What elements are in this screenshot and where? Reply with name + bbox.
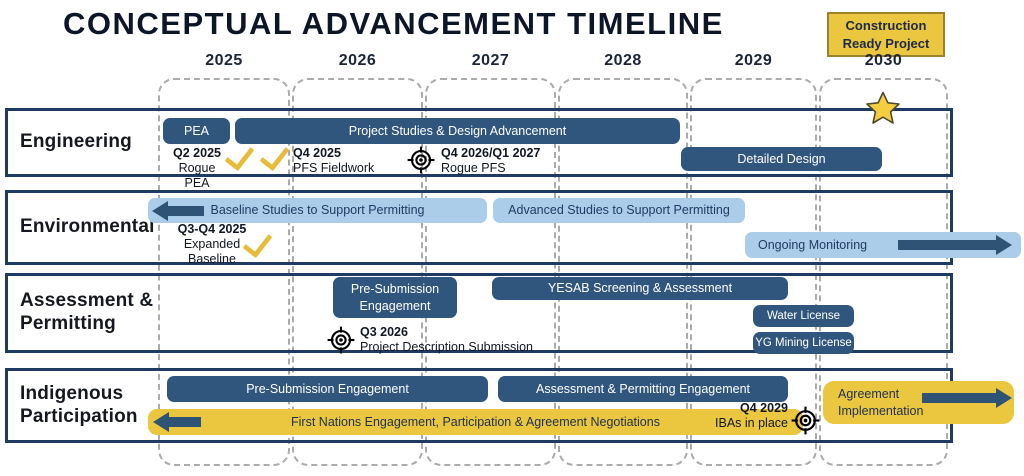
milestone-expanded-baseline: Q3-Q4 2025 Expanded Baseline bbox=[176, 222, 248, 267]
construction-ready-label: Construction Ready Project bbox=[842, 18, 930, 51]
bar-pea: PEA bbox=[163, 118, 230, 144]
bar-yg-mining-license: YG Mining License bbox=[753, 332, 854, 354]
year-column-2028 bbox=[558, 78, 688, 466]
target-icon bbox=[327, 326, 355, 354]
year-column-2029 bbox=[690, 78, 817, 466]
bar-first-nations-engagement: First Nations Engagement, Participation … bbox=[148, 409, 803, 435]
bar-yesab-screening-assessment: YESAB Screening & Assessment bbox=[492, 277, 788, 300]
row-label-assessment-permitting: Assessment & Permitting bbox=[20, 290, 154, 334]
milestone-desc: PFS Fieldwork bbox=[293, 161, 375, 175]
row-indigenous-participation: Indigenous Participation bbox=[5, 368, 953, 443]
bar-assessment-permitting-engagement: Assessment & Permitting Engagement bbox=[498, 376, 788, 402]
milestone-desc: Project Description Submission bbox=[360, 340, 533, 354]
bar-pre-submission-engagement: Pre-Submission Engagement bbox=[333, 277, 457, 318]
milestone-project-description-submission: Q3 2026 Project Description Submission bbox=[360, 325, 533, 355]
milestone-desc: Rogue PEA bbox=[178, 161, 216, 190]
arrow-right-icon bbox=[922, 388, 1012, 408]
page-title: CONCEPTUAL ADVANCEMENT TIMELINE bbox=[63, 6, 724, 41]
bar-water-license: Water License bbox=[753, 305, 854, 327]
year-label: 2027 bbox=[471, 52, 510, 69]
bar-project-studies-design-advancement: Project Studies & Design Advancement bbox=[235, 118, 680, 144]
bar-advanced-studies: Advanced Studies to Support Permitting bbox=[493, 198, 745, 223]
row-label-environmental: Environmental bbox=[20, 216, 155, 238]
bar-detailed-design: Detailed Design bbox=[681, 147, 882, 171]
year-label: 2025 bbox=[205, 52, 243, 69]
year-label: 2029 bbox=[734, 52, 773, 69]
arrow-left-icon bbox=[153, 412, 201, 432]
milestone-rogue-pea: Q2 2025 Rogue PEA bbox=[166, 146, 228, 191]
milestone-desc: Expanded Baseline bbox=[183, 237, 241, 266]
milestone-date: Q3 2026 bbox=[360, 325, 408, 339]
year-label: 2026 bbox=[338, 52, 377, 69]
construction-ready-badge: Construction Ready Project bbox=[827, 12, 945, 58]
milestone-date: Q4 2025 bbox=[293, 146, 341, 160]
bar-baseline-studies: Baseline Studies to Support Permitting bbox=[148, 198, 487, 223]
bar-label: Agreement Implementation bbox=[838, 386, 924, 418]
year-column-2025 bbox=[158, 78, 290, 466]
arrow-right-icon bbox=[898, 235, 1012, 255]
milestone-desc: IBAs in place bbox=[715, 416, 788, 430]
star-icon bbox=[866, 91, 900, 124]
target-icon bbox=[791, 406, 820, 435]
year-label: 2030 bbox=[864, 52, 903, 69]
row-label-engineering: Engineering bbox=[20, 131, 132, 153]
bar-agreement-implementation: Agreement Implementation bbox=[823, 381, 1014, 424]
arrow-left-icon bbox=[152, 201, 204, 221]
milestone-desc: Rogue PFS bbox=[441, 161, 506, 175]
milestone-date: Q2 2025 bbox=[173, 146, 221, 160]
row-label-indigenous-participation: Indigenous Participation bbox=[20, 382, 138, 427]
milestone-pfs-fieldwork: Q4 2025 PFS Fieldwork bbox=[293, 146, 374, 176]
milestone-date: Q4 2029 bbox=[740, 401, 788, 415]
year-label: 2028 bbox=[604, 52, 642, 69]
row-environmental: Environmental bbox=[5, 190, 953, 265]
bar-pre-submission-engagement-ip: Pre-Submission Engagement bbox=[167, 376, 488, 402]
year-column-2027 bbox=[425, 78, 556, 466]
milestone-date: Q3-Q4 2025 bbox=[177, 222, 247, 236]
row-engineering: Engineering bbox=[5, 108, 953, 177]
row-assessment-permitting: Assessment & Permitting bbox=[5, 273, 953, 353]
year-column-2030 bbox=[819, 78, 948, 466]
milestone-rogue-pfs: Q4 2026/Q1 2027 Rogue PFS bbox=[441, 146, 540, 176]
milestone-date: Q4 2026/Q1 2027 bbox=[441, 146, 541, 160]
year-column-2026 bbox=[292, 78, 423, 466]
target-icon bbox=[407, 146, 435, 174]
milestone-ibas-in-place: Q4 2029 IBAs in place bbox=[700, 401, 788, 431]
